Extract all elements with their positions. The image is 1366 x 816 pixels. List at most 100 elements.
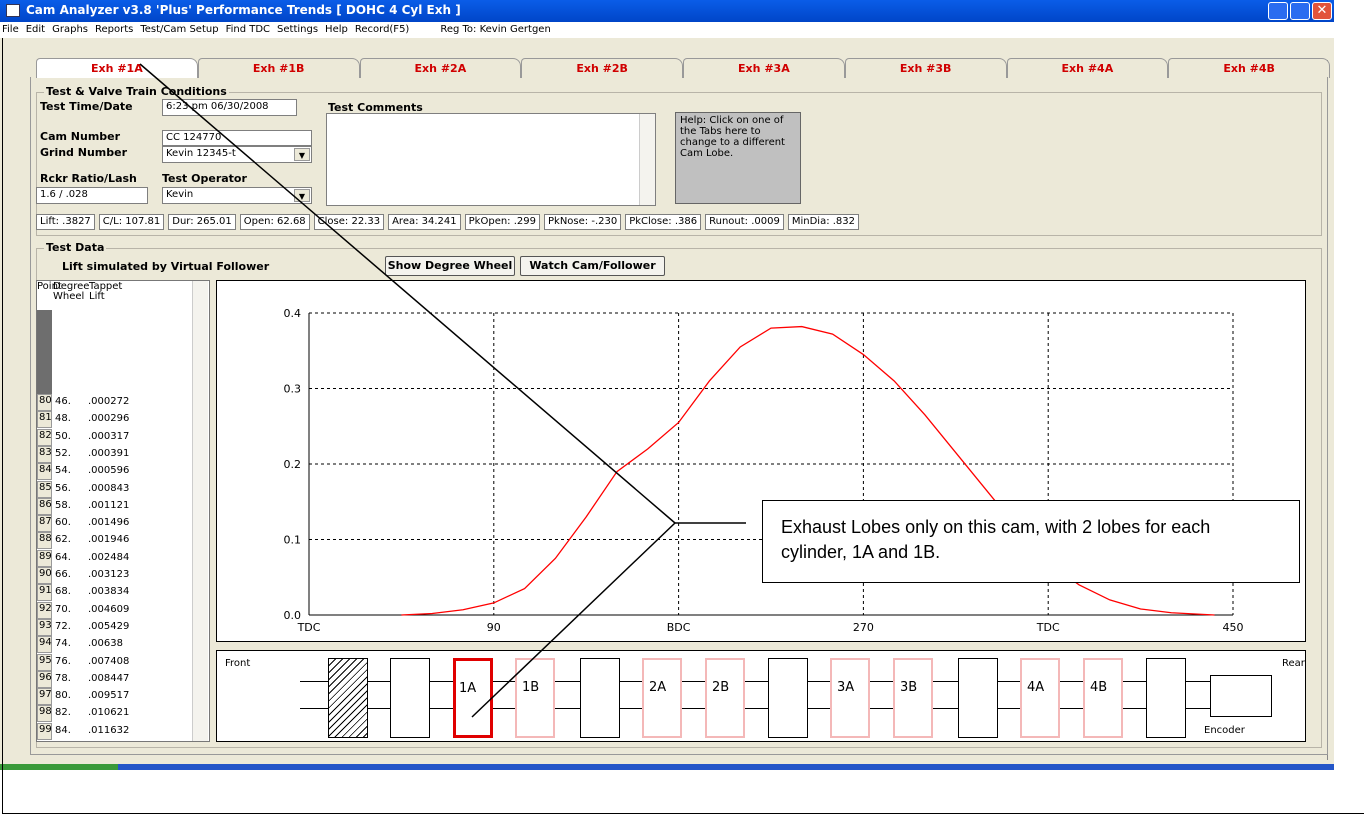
field-label: Cam Number [40,130,121,143]
window-title: Cam Analyzer v3.8 'Plus' Performance Tre… [26,3,461,17]
button[interactable]: Watch Cam/Follower [520,256,665,276]
field-label: Grind Number [40,146,128,159]
tab[interactable]: Exh #1B [197,58,360,78]
cell: .00638 [88,638,123,650]
close-button[interactable]: ✕ [1312,2,1332,20]
stat: Area: 34.241 [388,214,461,230]
journal [768,658,808,738]
taskbar-start [0,764,118,770]
tab[interactable]: Exh #3A [683,58,845,78]
cell: .000272 [88,396,130,407]
x-tick-label: 90 [487,621,501,634]
row-header: 87 [37,515,52,533]
cell: .004609 [88,603,130,615]
tab[interactable]: Exh #4B [1168,58,1330,78]
tab[interactable]: Exh #2A [359,58,522,78]
menu-item[interactable]: Find TDC [225,24,271,35]
cell: 74. [55,638,71,650]
dropdown[interactable]: Kevin 12345-t [162,146,312,163]
stat: PkClose: .386 [625,214,702,230]
row-header: 85 [37,480,52,498]
y-tick-label: 0.1 [284,534,302,547]
help-box: Help: Click on one of the Tabs here to c… [675,112,801,204]
lobe[interactable]: 4A [1020,658,1060,738]
y-tick-label: 0.3 [284,383,302,396]
menu-item[interactable]: Settings [277,24,319,35]
lobe[interactable]: 3B [893,658,933,738]
tab[interactable]: Exh #2B [521,58,683,78]
row-header: 91 [37,584,52,602]
cell: 48. [55,413,71,425]
tab[interactable]: Exh #1A [36,58,198,78]
cell: .005429 [88,620,130,632]
menu-item[interactable]: Reports [95,24,134,35]
cell: .001946 [88,534,130,546]
tab[interactable]: Exh #3B [844,58,1007,78]
menu-item[interactable]: File [2,24,19,35]
cell: .010621 [88,707,130,719]
callout: Exhaust Lobes only on this cam, with 2 l… [762,500,1300,583]
group-title: Test Data [44,241,107,254]
dropdown[interactable]: Kevin [162,187,312,204]
taskbar [118,764,1334,770]
chart: 0.0 0.1 0.2 0.3 0.4 TDC 90 BDC 270 TDC 450 [216,280,1306,642]
journal [958,658,998,738]
row-header: 93 [37,618,52,636]
lobe[interactable]: 3A [830,658,870,738]
field-label: Test Time/Date [40,100,133,113]
rear-label: Rear [1282,658,1305,669]
cell: .009517 [88,690,130,702]
y-tick-label: 0.2 [284,458,302,471]
scrollbar [639,114,655,205]
comments-box[interactable] [326,113,656,206]
stat: Close: 22.33 [313,214,385,230]
dropdown-arrow[interactable]: ▼ [294,148,310,161]
cell: .000596 [88,465,130,477]
menu-item[interactable]: Record(F5) [354,24,410,35]
journal [580,658,620,738]
cell: 84. [55,724,71,736]
x-tick-label: BDC [667,621,691,634]
group-title: Test & Valve Train Conditions [44,85,229,98]
menu-item[interactable]: Test/Cam Setup [140,24,219,35]
text-field[interactable]: 6:23 pm 06/30/2008 [162,99,297,116]
text-field[interactable]: CC 124770 [162,130,312,146]
button[interactable]: Show Degree Wheel [385,256,515,276]
cell: 64. [55,551,71,563]
stat: Open: 62.68 [239,214,310,230]
row-header: 88 [37,532,52,550]
frame-line [2,813,1364,814]
shaft-line [300,708,1210,709]
cell: .003123 [88,569,130,580]
lobe[interactable]: 1A [453,658,493,738]
menu-item[interactable]: Edit [25,24,46,35]
lobe[interactable]: 2A [642,658,682,738]
text-field[interactable]: 1.6 / .028 [36,187,148,204]
maximize-button[interactable] [1290,2,1310,20]
row-header: 95 [37,653,52,671]
cell: 56. [55,482,71,494]
row-header: 89 [37,549,52,567]
dropdown-arrow[interactable]: ▼ [294,189,310,202]
lobe[interactable]: 2B [705,658,745,738]
lobe[interactable]: 1B [515,658,555,738]
encoder [1210,675,1272,717]
shaft-line [300,681,1210,682]
x-tick-label: 450 [1223,621,1244,634]
cell: 62. [55,534,71,546]
stat: MinDia: .832 [787,214,860,230]
lobe[interactable]: 4B [1083,658,1123,738]
tab[interactable]: Exh #4A [1006,58,1169,78]
menu-bar: File Edit Graphs Reports Test/Cam Setup Find … [0,22,1334,38]
x-tick-label: 270 [853,621,874,634]
row-header: 99 [37,722,52,740]
stat: Lift: .3827 [36,214,95,230]
menu-item[interactable]: Help [325,24,348,35]
cell: .000317 [88,430,130,442]
cell: .008447 [88,672,130,684]
scrollbar[interactable] [192,281,208,741]
menu-item[interactable]: Graphs [52,24,88,35]
minimize-button[interactable] [1268,2,1288,20]
row-header: 98 [37,705,52,723]
